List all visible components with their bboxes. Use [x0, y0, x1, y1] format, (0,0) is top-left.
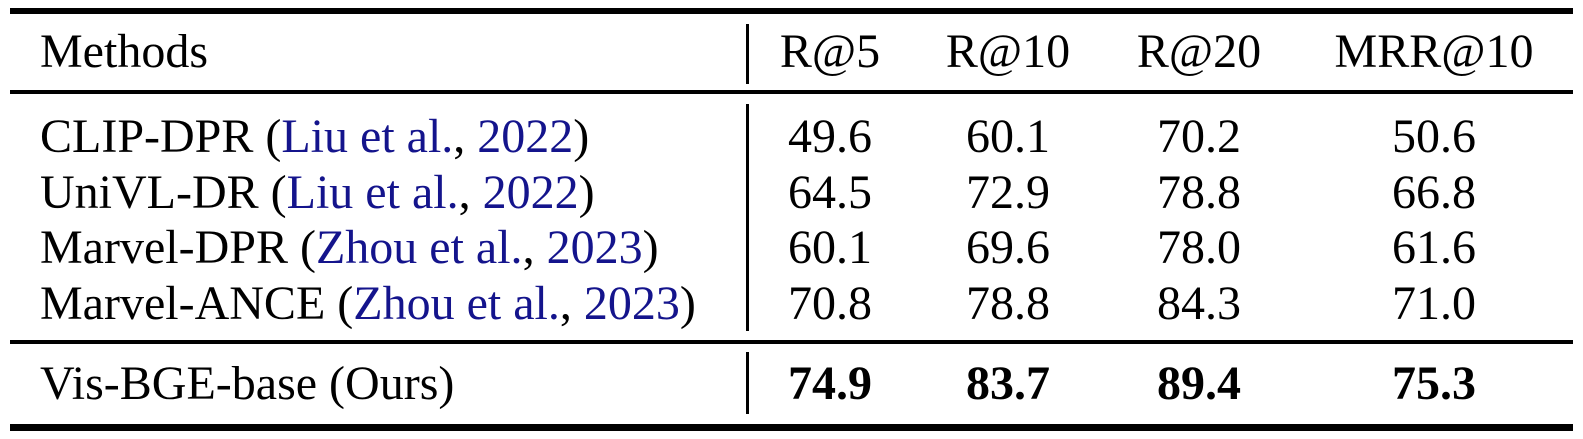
value-mrr-at-10: 66.8 — [1392, 165, 1476, 219]
value-r-at-5: 49.6 — [788, 110, 872, 164]
method-name: UniVL-DR — [40, 165, 259, 219]
value-r-at-10: 69.6 — [966, 221, 1050, 275]
table-row: CLIP-DPR (Liu et al., 2022) 49.6 60.1 70… — [10, 110, 1573, 166]
header-r-at-10: R@10 — [945, 24, 1071, 78]
table-row: Marvel-ANCE (Zhou et al., 2023) 70.8 78.… — [10, 277, 1573, 333]
table-footer-row: Vis-BGE-base (Ours) 74.9 83.7 89.4 75.3 — [10, 344, 1573, 424]
citation-link-authors[interactable]: Zhou et al. — [315, 221, 523, 275]
value-r-at-10: 78.8 — [966, 276, 1050, 330]
citation-paren-close: ) — [642, 221, 659, 275]
method-cell: Marvel-ANCE (Zhou et al., 2023) — [10, 276, 747, 331]
footer-top-rule — [10, 340, 1573, 344]
value-r-at-20: 78.0 — [1157, 221, 1241, 275]
value-mrr-at-10: 61.6 — [1392, 221, 1476, 275]
value-r-at-10: 60.1 — [966, 110, 1050, 164]
citation-paren-close: ) — [679, 276, 696, 330]
value-r-at-5-ours: 74.9 — [788, 356, 872, 410]
value-r-at-20: 78.8 — [1157, 165, 1241, 219]
method-cell: CLIP-DPR (Liu et al., 2022) — [10, 110, 747, 164]
table-header-row: Methods R@5 R@10 R@20 MRR@10 — [10, 14, 1573, 90]
citation-paren-open: ( — [287, 221, 316, 275]
citation-link-year[interactable]: 2022 — [482, 165, 579, 219]
table-row: UniVL-DR (Liu et al., 2022) 64.5 72.9 78… — [10, 166, 1573, 222]
method-name: Marvel-DPR — [40, 221, 288, 275]
method-name: CLIP-DPR — [40, 110, 254, 164]
method-name: Marvel-ANCE — [40, 276, 326, 330]
header-mrr-at-10: MRR@10 — [1334, 24, 1534, 78]
method-cell: UniVL-DR (Liu et al., 2022) — [10, 165, 747, 220]
header-methods: Methods — [40, 24, 208, 78]
table-row: Marvel-DPR (Zhou et al., 2023) 60.1 69.6… — [10, 221, 1573, 277]
citation-separator: , — [458, 165, 483, 219]
citation-link-year[interactable]: 2023 — [546, 221, 643, 275]
column-separator — [746, 352, 749, 414]
value-r-at-20: 84.3 — [1157, 276, 1241, 330]
column-separator — [746, 104, 749, 331]
value-r-at-5: 64.5 — [788, 165, 872, 219]
citation-paren-close: ) — [573, 110, 590, 164]
table-top-rule — [10, 8, 1573, 14]
method-cell: Marvel-DPR (Zhou et al., 2023) — [10, 221, 747, 275]
value-mrr-at-10-ours: 75.3 — [1392, 356, 1476, 410]
citation-paren-open: ( — [325, 276, 354, 330]
value-mrr-at-10: 50.6 — [1392, 110, 1476, 164]
citation-link-year[interactable]: 2022 — [477, 110, 574, 164]
method-cell-ours: Vis-BGE-base (Ours) — [40, 356, 455, 410]
citation-separator: , — [453, 110, 478, 164]
citation-paren-close: ) — [578, 165, 595, 219]
value-r-at-10-ours: 83.7 — [966, 356, 1050, 410]
table-body: CLIP-DPR (Liu et al., 2022) 49.6 60.1 70… — [10, 110, 1573, 332]
citation-link-authors[interactable]: Liu et al. — [286, 165, 459, 219]
header-r-at-5: R@5 — [779, 24, 881, 78]
citation-separator: , — [522, 221, 547, 275]
header-r-at-20: R@20 — [1136, 24, 1262, 78]
value-r-at-5: 70.8 — [788, 276, 872, 330]
header-bottom-rule — [10, 90, 1573, 94]
citation-paren-open: ( — [253, 110, 282, 164]
citation-separator: , — [559, 276, 584, 330]
value-r-at-10: 72.9 — [966, 165, 1050, 219]
column-separator — [746, 24, 749, 84]
value-r-at-20: 70.2 — [1157, 110, 1241, 164]
citation-link-year[interactable]: 2023 — [583, 276, 680, 330]
citation-link-authors[interactable]: Zhou et al. — [353, 276, 560, 330]
citation-paren-open: ( — [258, 165, 287, 219]
value-mrr-at-10: 71.0 — [1392, 276, 1476, 330]
citation-link-authors[interactable]: Liu et al. — [281, 110, 454, 164]
value-r-at-20-ours: 89.4 — [1157, 356, 1241, 410]
value-r-at-5: 60.1 — [788, 221, 872, 275]
table-bottom-rule — [10, 424, 1573, 431]
